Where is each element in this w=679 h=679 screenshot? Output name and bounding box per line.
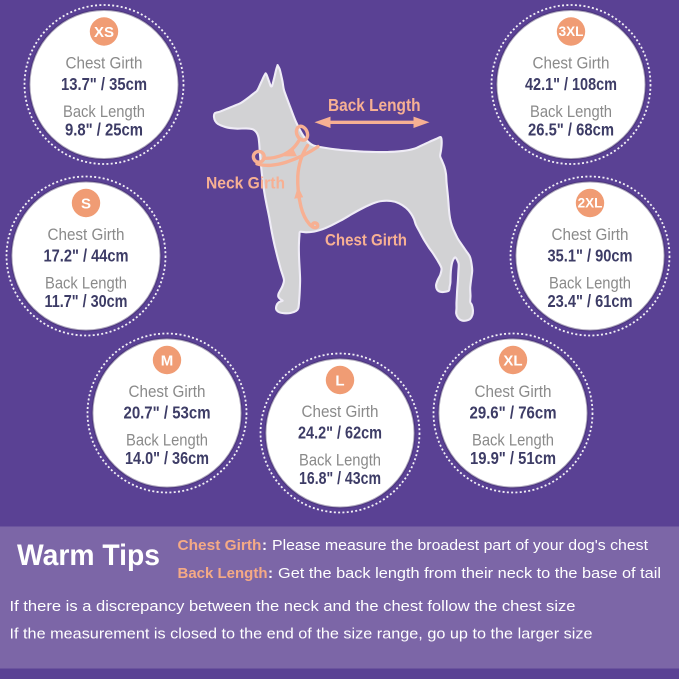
svg-text:29.6" / 76cm: 29.6" / 76cm (470, 402, 557, 422)
svg-text:S: S (81, 195, 91, 212)
svg-text:3XL: 3XL (559, 24, 584, 39)
svg-text:XL: XL (503, 352, 522, 369)
svg-text:Chest Girth: Chest Girth (129, 383, 206, 401)
svg-text:Back Length: Back Length (178, 565, 268, 582)
svg-text:Get the back length from their: Get the back length from their neck to t… (278, 565, 661, 582)
svg-text:Back Length: Back Length (472, 431, 554, 449)
svg-text:If there is a discrepancy betw: If there is a discrepancy between the ne… (10, 598, 576, 615)
svg-text:Back Length: Back Length (63, 103, 145, 121)
svg-text:Chest Girth: Chest Girth (66, 55, 143, 73)
svg-text:Chest Girth: Chest Girth (48, 226, 125, 244)
svg-text::: : (268, 565, 273, 582)
svg-text:Back Length: Back Length (328, 95, 421, 115)
svg-text:2XL: 2XL (578, 196, 603, 211)
svg-text:Chest Girth: Chest Girth (302, 403, 379, 421)
svg-text:35.1" / 90cm: 35.1" / 90cm (548, 245, 633, 265)
svg-text:Neck Girth: Neck Girth (206, 174, 285, 193)
svg-text:Chest Girth: Chest Girth (475, 383, 552, 401)
svg-text:42.1" / 108cm: 42.1" / 108cm (525, 74, 617, 94)
svg-text:Warm Tips: Warm Tips (17, 539, 160, 572)
svg-text:Back Length: Back Length (126, 431, 208, 449)
svg-text:Chest Girth: Chest Girth (533, 55, 610, 73)
svg-text:Back Length: Back Length (549, 274, 631, 292)
svg-text:19.9" / 51cm: 19.9" / 51cm (470, 448, 556, 468)
svg-text:Chest Girth: Chest Girth (178, 537, 262, 554)
svg-text:L: L (335, 372, 344, 389)
svg-text:17.2" / 44cm: 17.2" / 44cm (44, 245, 129, 265)
svg-text:Chest Girth: Chest Girth (552, 226, 629, 244)
svg-text:16.8" / 43cm: 16.8" / 43cm (299, 468, 381, 488)
svg-text::: : (262, 537, 267, 554)
svg-text:9.8" / 25cm: 9.8" / 25cm (65, 120, 143, 140)
svg-text:Back Length: Back Length (530, 103, 612, 121)
svg-text:24.2" / 62cm: 24.2" / 62cm (298, 422, 382, 442)
svg-text:13.7" / 35cm: 13.7" / 35cm (61, 74, 147, 94)
svg-text:Back Length: Back Length (45, 274, 127, 292)
svg-text:Back Length: Back Length (299, 451, 381, 469)
svg-text:20.7" / 53cm: 20.7" / 53cm (124, 402, 211, 422)
svg-text:XS: XS (94, 24, 114, 41)
svg-text:Chest Girth: Chest Girth (325, 231, 407, 250)
svg-text:If the measurement is closed t: If the measurement is closed to the end … (10, 626, 593, 643)
svg-text:23.4" / 61cm: 23.4" / 61cm (548, 291, 633, 311)
svg-text:26.5" / 68cm: 26.5" / 68cm (528, 120, 614, 140)
svg-text:Please measure the broadest pa: Please measure the broadest part of your… (272, 537, 649, 554)
svg-text:M: M (161, 352, 174, 369)
svg-text:14.0" / 36cm: 14.0" / 36cm (125, 448, 209, 468)
svg-text:11.7" / 30cm: 11.7" / 30cm (45, 291, 128, 311)
